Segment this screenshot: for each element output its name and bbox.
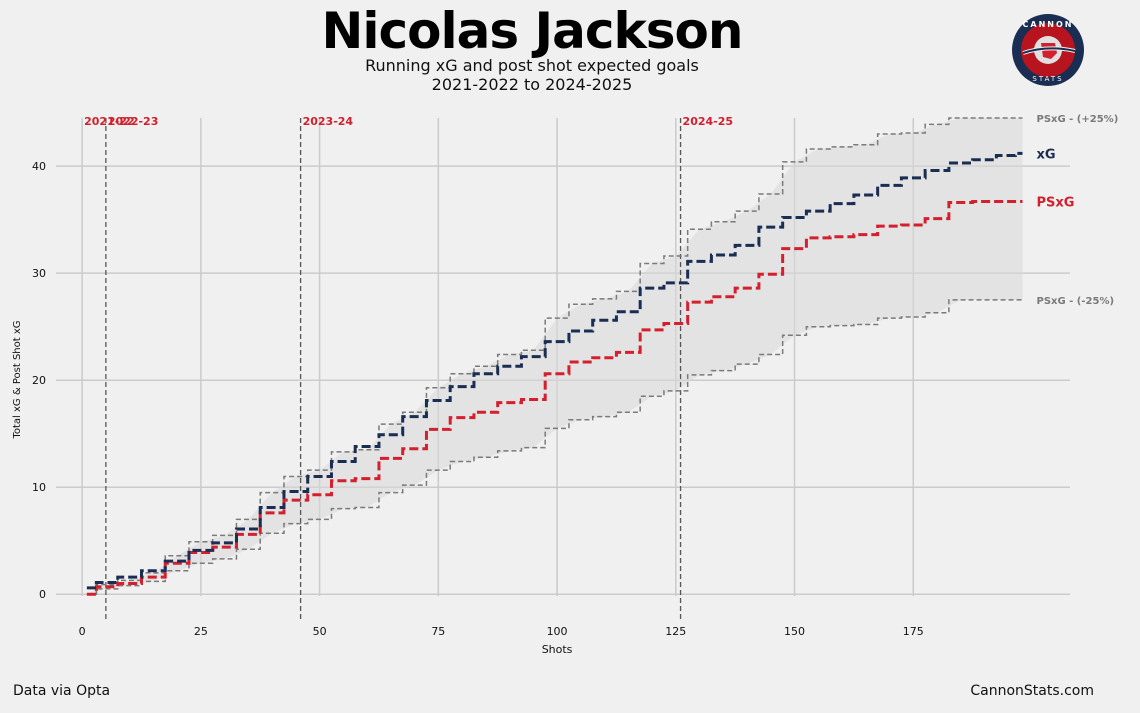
y-tick-label: 40 <box>32 160 46 173</box>
y-tick-label: 20 <box>32 374 46 387</box>
x-tick-label: 25 <box>194 625 208 638</box>
season-label: 2023-24 <box>303 115 354 128</box>
chart-date-range: 2021-2022 to 2024-2025 <box>431 75 633 94</box>
data-source-note: Data via Opta <box>13 683 111 699</box>
x-tick-label: 125 <box>665 625 686 638</box>
y-tick-label: 10 <box>32 481 46 494</box>
y-tick-label: 30 <box>32 267 46 280</box>
x-tick-label: 100 <box>547 625 568 638</box>
xg-end-label: xG <box>1037 147 1056 162</box>
x-tick-label: 75 <box>431 625 445 638</box>
season-label: 2022-23 <box>108 115 159 128</box>
site-credit: CannonStats.com <box>970 683 1094 699</box>
x-tick-label: 175 <box>903 625 924 638</box>
psxg-end-label: PSxG <box>1037 195 1075 210</box>
y-tick-label: 0 <box>39 588 46 601</box>
psxg-upper-line <box>86 117 1023 595</box>
cannon-stats-logo: CANNON STATS <box>1012 14 1084 86</box>
band-lower-end-label: PSxG - (-25%) <box>1037 296 1115 307</box>
xg-line <box>86 151 1023 590</box>
psxg-line <box>86 199 1023 596</box>
season-label: 2024-25 <box>683 115 734 128</box>
logo-text-top: CANNON <box>1023 20 1074 29</box>
x-tick-label: 150 <box>784 625 805 638</box>
band-upper-end-label: PSxG - (+25%) <box>1037 114 1119 125</box>
y-axis-label: Total xG & Post Shot xG <box>12 320 23 439</box>
x-axis-label: Shots <box>542 643 573 656</box>
page-title: Nicolas Jackson <box>321 2 744 60</box>
x-tick-label: 0 <box>79 625 86 638</box>
psxg-lower-line <box>86 299 1023 595</box>
chart-subtitle: Running xG and post shot expected goals <box>365 56 699 75</box>
logo-text-bottom: STATS <box>1032 75 1063 83</box>
season-label: 2021-22 <box>84 115 135 128</box>
psxg-band-fill <box>86 118 1023 595</box>
x-tick-label: 50 <box>313 625 327 638</box>
